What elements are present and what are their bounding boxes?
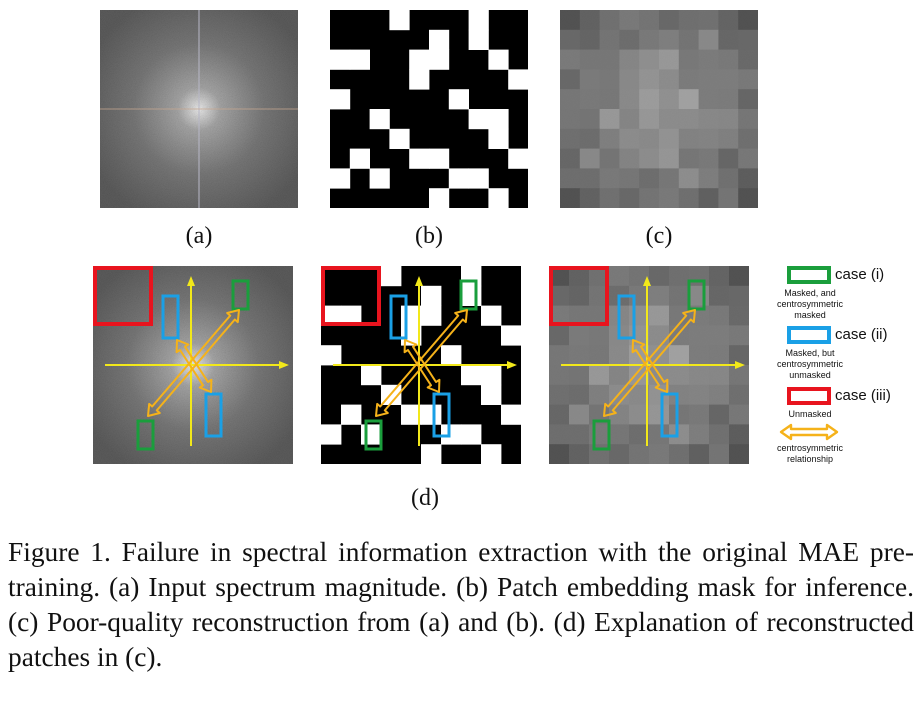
mask-cell-white — [409, 49, 430, 70]
mask-cell-white — [481, 444, 502, 464]
mask-cell-white — [369, 168, 390, 189]
recon-grain — [560, 10, 758, 208]
mask-cell-white — [448, 89, 469, 110]
mask-cell-white — [321, 345, 342, 366]
mask-cell-white — [361, 365, 382, 386]
mask-cell-white — [501, 325, 521, 346]
mask-cell-white — [321, 424, 342, 445]
legend-case-i: case (i) — [835, 266, 885, 283]
mask-cell-white — [481, 305, 502, 326]
mask-cell-white — [409, 69, 430, 90]
mask-cell-white — [448, 168, 469, 189]
explanation-overlay — [549, 266, 745, 451]
mask-cell-white — [429, 49, 450, 70]
panel-b-label: (b) — [415, 223, 443, 249]
legend-swatch-case-iii — [787, 387, 831, 405]
panel-d-label: (d) — [411, 485, 439, 511]
legend-desc-case-ii: Masked, but centrosymmetric unmasked — [776, 348, 843, 380]
mask-cell-white — [508, 69, 528, 90]
mask-cell-white — [349, 49, 370, 70]
mask-cell-white — [429, 188, 450, 208]
mask-cell-white — [481, 384, 502, 405]
mask-cell-white — [421, 404, 442, 425]
mask-cell-white — [401, 404, 422, 425]
mask-cell-white — [389, 10, 410, 31]
mask-cell-white — [461, 266, 482, 287]
mask-cell-white — [488, 188, 509, 208]
mask-cell-white — [488, 128, 509, 149]
mask-cell-white — [488, 49, 509, 70]
panel-b-mask — [330, 10, 528, 208]
panel-c-label: (c) — [645, 223, 673, 249]
mask-cell-white — [441, 345, 462, 366]
mask-cell-white — [468, 168, 489, 189]
mask-cell-white — [508, 148, 528, 169]
legend-swatch-case-ii — [787, 326, 831, 344]
legend-case-ii: case (ii) — [835, 326, 888, 343]
mask-cell-white — [330, 49, 351, 70]
legend-arrow-icon — [779, 423, 839, 441]
panel-a-spectrum — [100, 10, 298, 208]
mask-cell-white — [361, 424, 382, 445]
mask-cell-white — [330, 89, 351, 110]
mask-cell-white — [330, 168, 351, 189]
legend-swatch-case-i — [787, 266, 831, 284]
mask-cell-white — [429, 148, 450, 169]
mask-cell-white — [369, 109, 390, 130]
explanation-overlay — [321, 266, 517, 451]
mask-cell-white — [349, 148, 370, 169]
mask-cell-white — [488, 109, 509, 130]
mask-cell-white — [421, 285, 442, 306]
mask-cell-white — [461, 285, 482, 306]
panel-c-reconstruction — [560, 10, 758, 208]
mask-cell-white — [461, 424, 482, 445]
mask-cell-white — [481, 365, 502, 386]
mask-cell-white — [341, 305, 362, 326]
mask-cell-white — [321, 305, 342, 326]
mask-cell-white — [441, 424, 462, 445]
legend-desc-case-i: Masked, and centrosymmetric masked — [776, 288, 843, 320]
panel-d-spectrum — [93, 266, 293, 464]
mask-cell-white — [468, 10, 489, 31]
legend-desc-case-iii: Unmasked — [788, 409, 832, 419]
mask-cell-white — [501, 404, 521, 425]
mask-cell-white — [341, 404, 362, 425]
mask-cell-white — [429, 29, 450, 50]
mask-cell-white — [468, 29, 489, 50]
mask-cell-white — [421, 444, 442, 464]
mask-cell-white — [468, 109, 489, 130]
mask-cell-white — [421, 305, 442, 326]
mask-cell-white — [461, 365, 482, 386]
legend-case-iii: case (iii) — [835, 387, 891, 404]
mask-cell-white — [381, 266, 402, 287]
mask-cell-white — [389, 128, 410, 149]
explanation-overlay — [93, 266, 289, 451]
mask-cell-white — [409, 148, 430, 169]
legend-desc-relationship: centrosymmetric relationship — [776, 443, 843, 464]
panel-d-reconstruction — [549, 266, 749, 464]
panel-a-label: (a) — [185, 223, 213, 249]
figure-caption: Figure 1. Failure in spectral informatio… — [8, 537, 914, 672]
panel-d-mask — [321, 266, 521, 464]
